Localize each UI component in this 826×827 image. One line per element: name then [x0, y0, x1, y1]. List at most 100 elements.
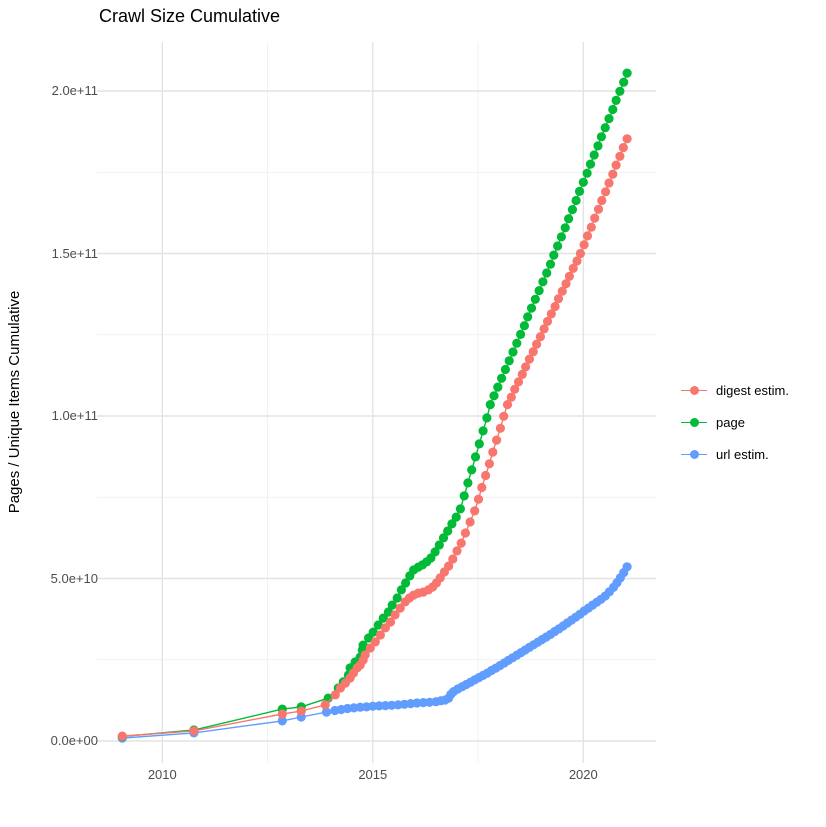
data-point-digest-estim — [506, 392, 516, 402]
data-point-digest-estim — [510, 384, 520, 394]
data-point-page — [596, 132, 607, 142]
data-point-digest-estim — [575, 248, 586, 259]
series-url-estim — [117, 562, 632, 743]
data-point-page — [611, 95, 621, 105]
data-point-digest-estim — [528, 347, 538, 357]
data-point-digest-estim — [495, 423, 505, 433]
legend-item-url-estim: url estim. — [681, 438, 789, 470]
data-point-digest-estim — [582, 231, 593, 241]
data-point-digest-estim — [395, 603, 405, 613]
data-point-digest-estim — [542, 316, 553, 326]
data-point-digest-estim — [456, 538, 466, 548]
data-point-page — [593, 141, 603, 151]
data-point-digest-estim — [524, 354, 535, 364]
data-point-digest-estim — [370, 637, 380, 647]
data-point-page — [387, 600, 397, 610]
data-point-page — [430, 547, 440, 557]
data-point-page — [585, 159, 596, 169]
data-point-page — [534, 286, 544, 296]
series-line-digest-estim — [122, 138, 628, 737]
data-point-digest-estim — [492, 435, 502, 445]
x-tick-label: 2010 — [147, 767, 177, 782]
major-gridlines — [97, 42, 656, 763]
data-point-page — [582, 168, 592, 178]
data-point-page — [549, 250, 559, 260]
data-point-page — [396, 585, 406, 595]
data-point-digest-estim — [448, 554, 458, 564]
data-point-page — [504, 356, 514, 366]
data-point-digest-estim — [444, 561, 454, 571]
data-point-page — [545, 259, 556, 269]
data-point-digest-estim — [277, 709, 287, 719]
data-point-digest-estim — [460, 528, 470, 538]
data-point-digest-estim — [539, 324, 549, 334]
data-point-digest-estim — [481, 470, 491, 481]
data-point-digest-estim — [590, 213, 600, 223]
legend-key-dot — [689, 385, 699, 395]
data-point-page — [556, 232, 567, 242]
data-point-digest-estim — [452, 546, 462, 556]
data-point-page — [538, 277, 548, 287]
data-point-digest-estim — [296, 706, 306, 716]
data-point-page — [497, 373, 507, 383]
data-point-page — [567, 205, 578, 215]
data-point-digest-estim — [488, 447, 498, 457]
legend-item-digest-estim: digest estim. — [681, 374, 789, 406]
chart-title: Crawl Size Cumulative — [99, 6, 281, 26]
data-point-page — [564, 214, 574, 224]
data-point-page — [542, 268, 552, 278]
data-point-digest-estim — [535, 332, 546, 342]
data-point-digest-estim — [593, 204, 604, 214]
data-point-page — [604, 114, 614, 124]
data-point-page — [560, 223, 570, 233]
data-point-digest-estim — [561, 279, 571, 289]
data-point-url-estim — [321, 707, 332, 717]
data-point-digest-estim — [320, 700, 330, 710]
data-point-page — [516, 329, 526, 339]
data-point-page — [358, 640, 368, 650]
data-point-digest-estim — [473, 494, 484, 504]
data-point-page — [478, 426, 488, 436]
series-digest-estim — [117, 134, 632, 741]
data-point-page — [508, 347, 518, 357]
data-point-page — [600, 123, 610, 133]
legend: digest estim. page url estim. — [681, 374, 789, 470]
data-point-page — [443, 526, 453, 536]
data-point-digest-estim — [568, 263, 578, 273]
data-point-digest-estim — [557, 286, 567, 296]
data-point-page — [392, 593, 402, 603]
data-point-url-estim — [622, 562, 632, 572]
data-point-digest-estim — [513, 377, 524, 387]
data-point-digest-estim — [499, 411, 509, 421]
data-point-digest-estim — [550, 301, 560, 312]
data-point-page — [622, 68, 632, 78]
data-point-digest-estim — [572, 256, 582, 266]
data-point-digest-estim — [597, 195, 607, 206]
data-point-page — [459, 491, 469, 501]
data-point-page — [474, 439, 484, 449]
data-point-digest-estim — [502, 400, 513, 410]
data-point-page — [368, 627, 378, 637]
data-point-page — [482, 413, 492, 423]
data-point-digest-estim — [365, 643, 375, 653]
data-point-url-estim — [277, 716, 287, 726]
data-point-page — [553, 241, 563, 251]
legend-key-icon — [681, 417, 707, 427]
data-point-digest-estim — [546, 309, 556, 319]
data-point-page — [485, 400, 495, 410]
data-point-digest-estim — [477, 482, 487, 493]
data-point-page — [489, 391, 499, 401]
data-point-digest-estim — [390, 610, 400, 620]
legend-item-page: page — [681, 406, 789, 438]
data-point-page — [608, 104, 618, 115]
data-point-digest-estim — [604, 178, 614, 188]
data-point-page — [519, 321, 530, 331]
y-tick-label: 0.0e+00 — [50, 733, 98, 748]
data-point-digest-estim — [189, 726, 199, 736]
minor-gridlines — [97, 42, 656, 763]
x-tick-label: 2015 — [358, 767, 388, 782]
data-point-digest-estim — [385, 617, 396, 627]
legend-key-icon — [681, 449, 707, 459]
